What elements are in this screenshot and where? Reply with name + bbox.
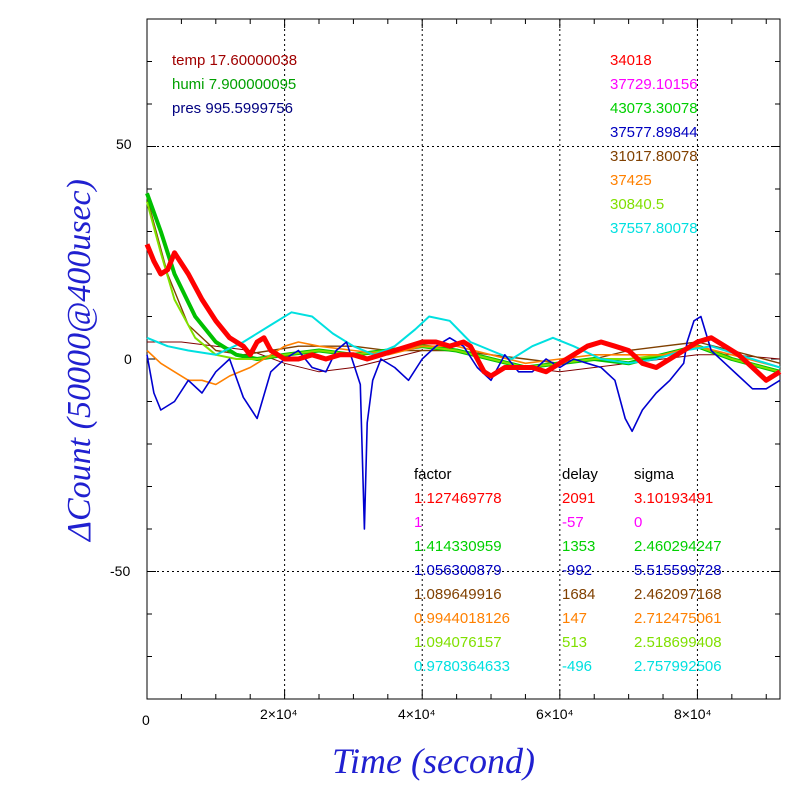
table-row-green-delay: 1353 <box>562 538 596 555</box>
series-line-4 <box>146 341 781 386</box>
table-row-cyan-delay: -496 <box>562 658 593 675</box>
table-row-blue-delay: -992 <box>562 562 593 579</box>
count-label-cyan: 37557.80078 <box>610 220 698 237</box>
table-row-cyan-factor: 0.9780364633 <box>414 658 510 675</box>
table-row-lime-sigma: 2.518699408 <box>634 634 722 651</box>
table-header-delay: delay <box>562 466 598 483</box>
count-label-blue: 37577.89844 <box>610 124 698 141</box>
env-humi-label: humi 7.900000095 <box>172 76 297 93</box>
table-row-orange-sigma: 2.712475061 <box>634 610 722 627</box>
y-tick-label-neg50: -50 <box>110 563 131 579</box>
table-row-red-delay: 2091 <box>562 490 596 507</box>
table-row-lime-delay: 513 <box>562 634 588 651</box>
table-row-magenta-sigma: 0 <box>634 514 643 531</box>
table-row-red-factor: 1.127469778 <box>414 490 502 507</box>
table-row-brown-sigma: 2.462097168 <box>634 586 722 603</box>
table-header-sigma: sigma <box>634 466 675 483</box>
x-tick-label-2e4: 2×10⁴ <box>260 706 298 722</box>
x-tick-label-6e4: 6×10⁴ <box>536 706 574 722</box>
table-row-brown-factor: 1.089649916 <box>414 586 502 603</box>
series-layer <box>144 192 782 530</box>
x-tick-label-8e4: 8×10⁴ <box>674 706 712 722</box>
table-row-magenta-factor: 1 <box>414 514 423 531</box>
series-line-7 <box>144 243 782 383</box>
table-row-green-factor: 1.414330959 <box>414 538 502 555</box>
table-row-magenta-delay: -57 <box>562 514 584 531</box>
y-tick-label-50: 50 <box>116 136 132 152</box>
series-line-1 <box>146 197 781 364</box>
count-label-orange: 37425 <box>610 172 652 189</box>
count-label-brown: 31017.80078 <box>610 148 698 165</box>
count-label-lime: 30840.5 <box>610 196 665 213</box>
table-row-green-sigma: 2.460294247 <box>634 538 722 555</box>
table-row-orange-factor: 0.9944018126 <box>414 610 510 627</box>
y-axis-title: ΔCount (50000@400usec) <box>61 179 98 541</box>
x-tick-label-0: 0 <box>142 712 150 728</box>
count-label-magenta: 37729.10156 <box>610 76 698 93</box>
table-header-factor: factor <box>414 466 452 483</box>
table-row-orange-delay: 147 <box>562 610 588 627</box>
table-row-blue-sigma: 5.515599728 <box>634 562 722 579</box>
count-label-green: 43073.30078 <box>610 100 698 117</box>
table-row-brown-delay: 1684 <box>562 586 596 603</box>
table-row-blue-factor: 1.056300879 <box>414 562 502 579</box>
y-tick-label-0: 0 <box>124 351 132 367</box>
count-label-red: 34018 <box>610 52 652 69</box>
x-tick-label-4e4: 4×10⁴ <box>398 706 436 722</box>
table-row-lime-factor: 1.094076157 <box>414 634 502 651</box>
env-pres-label: pres 995.5999756 <box>172 100 293 117</box>
table-row-red-sigma: 3.10193491 <box>634 490 714 507</box>
x-axis-title: Time (second) <box>332 741 535 781</box>
axis-ticks <box>146 18 780 700</box>
table-row-cyan-sigma: 2.757992506 <box>634 658 722 675</box>
env-temp-label: temp 17.60000038 <box>172 52 298 69</box>
